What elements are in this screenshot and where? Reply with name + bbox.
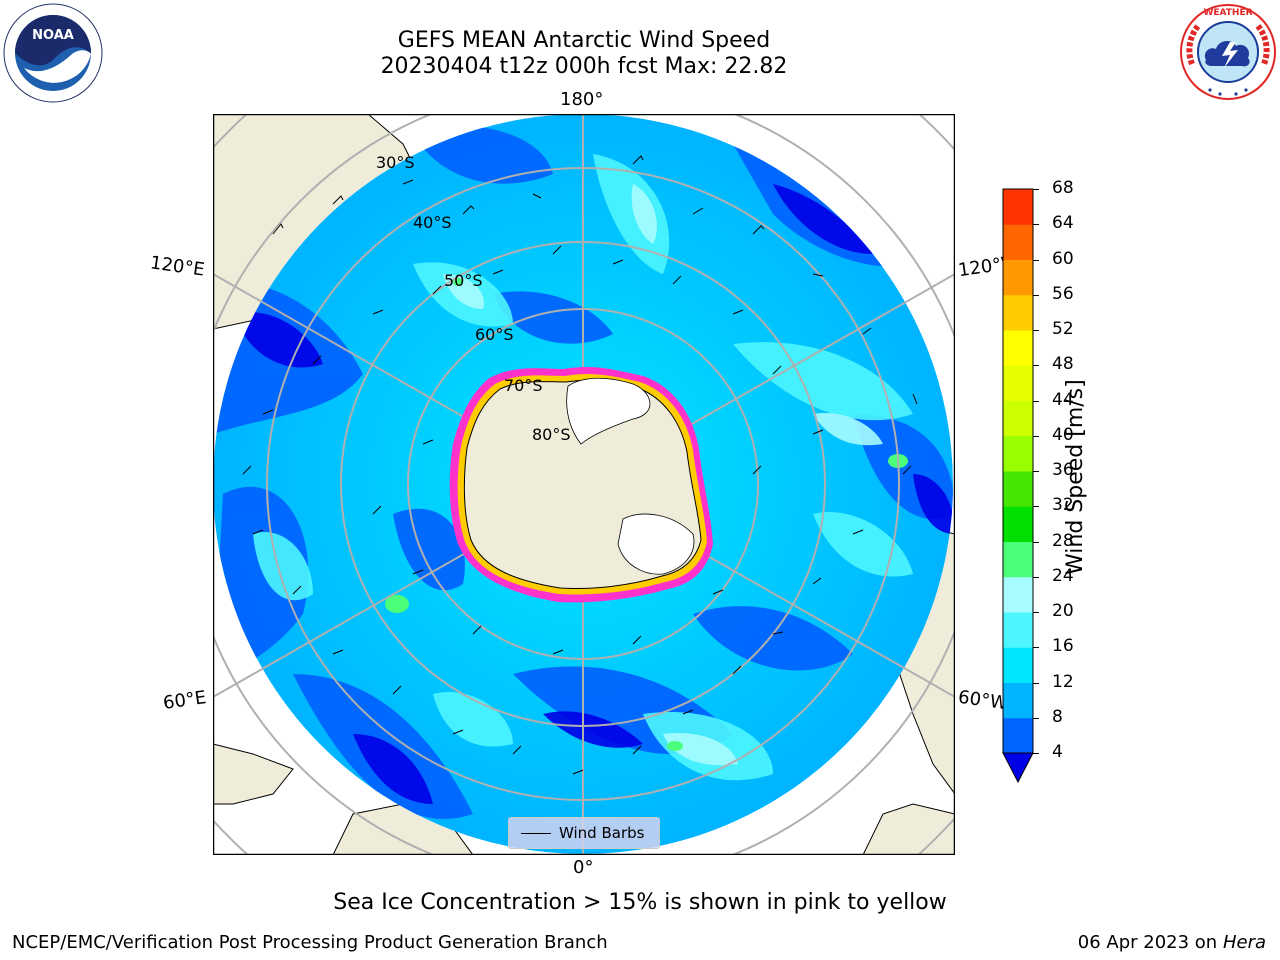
- colorbar-tick-mark: [1033, 576, 1039, 578]
- lon-label-0: 0°: [573, 857, 594, 878]
- lat-label-50s: 50°S: [444, 271, 483, 290]
- colorbar-cell: [1003, 612, 1033, 648]
- colorbar-tick-mark: [1033, 435, 1039, 437]
- colorbar-label: Wind Speed [m/s]: [1063, 379, 1088, 575]
- colorbar: [1002, 188, 1034, 784]
- colorbar-cell: [1003, 682, 1033, 719]
- colorbar-tick-label: 40: [1052, 424, 1074, 445]
- date-text: 06 Apr 2023 on: [1077, 932, 1223, 953]
- colorbar-tick-label: 4: [1052, 742, 1063, 762]
- colorbar-tick-mark: [1033, 717, 1039, 719]
- colorbar-tick-mark: [1033, 330, 1039, 331]
- legend-label: Wind Barbs: [559, 824, 645, 842]
- lon-label-120e: 120°E: [148, 252, 206, 281]
- wind-barbs-legend: Wind Barbs: [508, 817, 660, 849]
- lat-label-40s: 40°S: [413, 213, 452, 232]
- colorbar-cell: [1003, 541, 1033, 578]
- graticule: [213, 114, 955, 855]
- colorbar-cell: [1003, 189, 1033, 225]
- colorbar-tick-label: 48: [1052, 354, 1074, 375]
- colorbar-cell: [1003, 400, 1033, 437]
- colorbar-cell: [1003, 717, 1033, 754]
- colorbar-cell: [1003, 330, 1033, 366]
- credit-line: NCEP/EMC/Verification Post Processing Pr…: [12, 932, 608, 953]
- colorbar-tick-mark: [1033, 259, 1039, 261]
- colorbar-cell: [1003, 259, 1033, 296]
- colorbar-tick-mark: [1033, 647, 1039, 649]
- colorbar-cell: [1003, 224, 1033, 260]
- colorbar-extend-arrow: [1002, 752, 1034, 784]
- colorbar-tick-mark: [1033, 224, 1039, 226]
- colorbar-tick-mark: [1033, 682, 1039, 684]
- colorbar-tick-mark: [1033, 400, 1039, 402]
- chart-title: GEFS MEAN Antarctic Wind Speed: [397, 28, 771, 53]
- colorbar-cell: [1003, 471, 1033, 507]
- colorbar-tick-label: 16: [1052, 636, 1074, 657]
- lat-label-80s: 80°S: [532, 425, 571, 444]
- colorbar-tick-mark: [1033, 612, 1039, 613]
- colorbar-cell: [1003, 576, 1033, 613]
- colorbar-tick-mark: [1033, 294, 1039, 296]
- noaa-logo: NOAA: [3, 3, 103, 103]
- colorbar-cell: [1003, 294, 1033, 331]
- legend-line-icon: [521, 832, 551, 834]
- colorbar-cell: [1003, 365, 1033, 401]
- colorbar-tick-mark: [1033, 506, 1039, 508]
- colorbar-tick-label: 36: [1052, 460, 1074, 480]
- colorbar-tick-label: 32: [1052, 495, 1074, 516]
- lat-label-30s: 30°S: [376, 153, 415, 172]
- antarctica: [449, 366, 713, 603]
- nws-logo: WEATHER: [1180, 4, 1276, 100]
- chart-subtitle: 20230404 t12z 000h fcst Max: 22.82: [380, 54, 788, 79]
- colorbar-tick-mark: [1033, 541, 1039, 543]
- date-stamp: 06 Apr 2023 on Hera: [1078, 932, 1266, 953]
- colorbar-tick-label: 68: [1052, 178, 1074, 198]
- noaa-logo-text: NOAA: [32, 28, 74, 43]
- colorbar-tick-label: 8: [1052, 706, 1063, 727]
- colorbar-cell: [1003, 506, 1033, 542]
- colorbar-cell: [1003, 647, 1033, 683]
- sea-ice-note: Sea Ice Concentration > 15% is shown in …: [333, 890, 947, 915]
- colorbar-tick-label: 44: [1052, 389, 1074, 410]
- lat-label-70s: 70°S: [504, 376, 543, 395]
- colorbar-tick-label: 12: [1052, 671, 1074, 692]
- colorbar-tick-label: 64: [1052, 213, 1074, 234]
- lon-label-60e: 60°E: [161, 687, 208, 714]
- colorbar-tick-mark: [1033, 471, 1039, 472]
- colorbar-tick-label: 56: [1052, 283, 1074, 304]
- colorbar-tick-mark: [1033, 753, 1039, 754]
- colorbar-tick-label: 28: [1052, 530, 1074, 551]
- colorbar-tick-label: 60: [1052, 248, 1074, 269]
- lat-label-60s: 60°S: [475, 325, 514, 344]
- polar-wind-map: [213, 114, 955, 855]
- machine-name: Hera: [1222, 932, 1266, 953]
- colorbar-tick-label: 24: [1052, 565, 1074, 586]
- colorbar-tick-label: 20: [1052, 601, 1074, 621]
- colorbar-tick-mark: [1033, 189, 1039, 190]
- colorbar-cell: [1003, 435, 1033, 472]
- svg-text:WEATHER: WEATHER: [1203, 8, 1252, 18]
- lon-label-180: 180°: [560, 89, 604, 110]
- colorbar-tick-label: 52: [1052, 319, 1074, 339]
- wind-barbs: [242, 155, 918, 775]
- colorbar-tick-mark: [1033, 365, 1039, 367]
